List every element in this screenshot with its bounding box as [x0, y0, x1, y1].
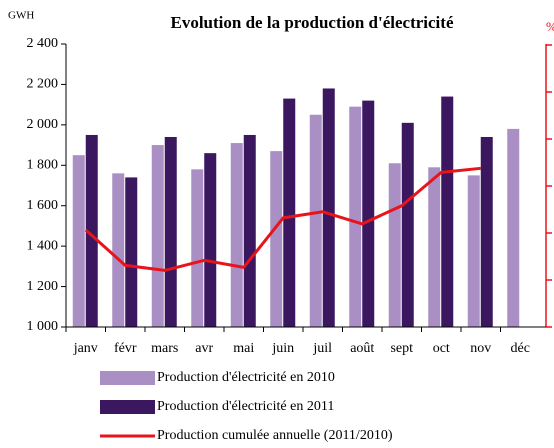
- bar: [401, 122, 414, 327]
- bar: [467, 175, 480, 327]
- y-tick-label: 2 200: [27, 77, 59, 92]
- bar: [322, 88, 335, 327]
- bar: [164, 136, 177, 327]
- x-tick-label: mai: [233, 341, 254, 356]
- x-tick-label: nov: [470, 341, 491, 356]
- x-tick-label: août: [350, 341, 374, 356]
- x-tick-label: juin: [271, 341, 294, 356]
- y-tick-label: 1 800: [27, 158, 59, 173]
- x-tick-label: janv: [73, 341, 98, 356]
- bar: [85, 134, 98, 327]
- x-tick-label: avr: [195, 341, 213, 356]
- y-tick-label: 1 600: [27, 198, 59, 213]
- y2-axis-label: %: [546, 19, 554, 34]
- legend-label: Production d'électricité en 2010: [157, 370, 335, 385]
- bar: [362, 100, 375, 327]
- bar: [388, 163, 401, 327]
- legend-label: Production cumulée annuelle (2011/2010): [157, 428, 393, 443]
- x-tick-label: oct: [433, 341, 450, 356]
- bar: [441, 96, 454, 327]
- bar: [270, 151, 283, 327]
- bar: [507, 128, 520, 327]
- y-tick-label: 1 400: [27, 238, 59, 253]
- bar: [480, 136, 493, 327]
- x-tick-label: mars: [151, 341, 178, 356]
- x-tick-label: sept: [390, 341, 413, 356]
- bar: [309, 114, 322, 327]
- y-tick-label: 2 000: [27, 117, 59, 132]
- x-tick-label: févr: [114, 341, 137, 356]
- legend-label: Production d'électricité en 2011: [157, 399, 334, 414]
- bar: [283, 98, 296, 327]
- bar: [349, 106, 362, 328]
- x-tick-label: déc: [511, 341, 530, 356]
- legend-swatch: [100, 371, 155, 385]
- legend-swatch: [100, 400, 155, 414]
- bar: [428, 167, 441, 327]
- bar: [243, 134, 256, 327]
- line: [84, 166, 481, 272]
- y-axis-label: GWH: [8, 10, 34, 22]
- bar: [230, 143, 243, 327]
- bar: [72, 155, 85, 327]
- bar: [191, 169, 204, 327]
- y2-axis: [545, 44, 552, 328]
- x-tick-label: juil: [312, 341, 332, 356]
- y-tick-label: 1 200: [27, 279, 59, 294]
- chart-title: Evolution de la production d'électricité: [170, 13, 453, 32]
- bar: [112, 173, 125, 327]
- bar: [125, 177, 138, 327]
- y-tick-label: 2 400: [27, 36, 59, 51]
- bar: [204, 153, 217, 327]
- bar: [151, 145, 164, 327]
- y-tick-label: 1 000: [27, 319, 59, 334]
